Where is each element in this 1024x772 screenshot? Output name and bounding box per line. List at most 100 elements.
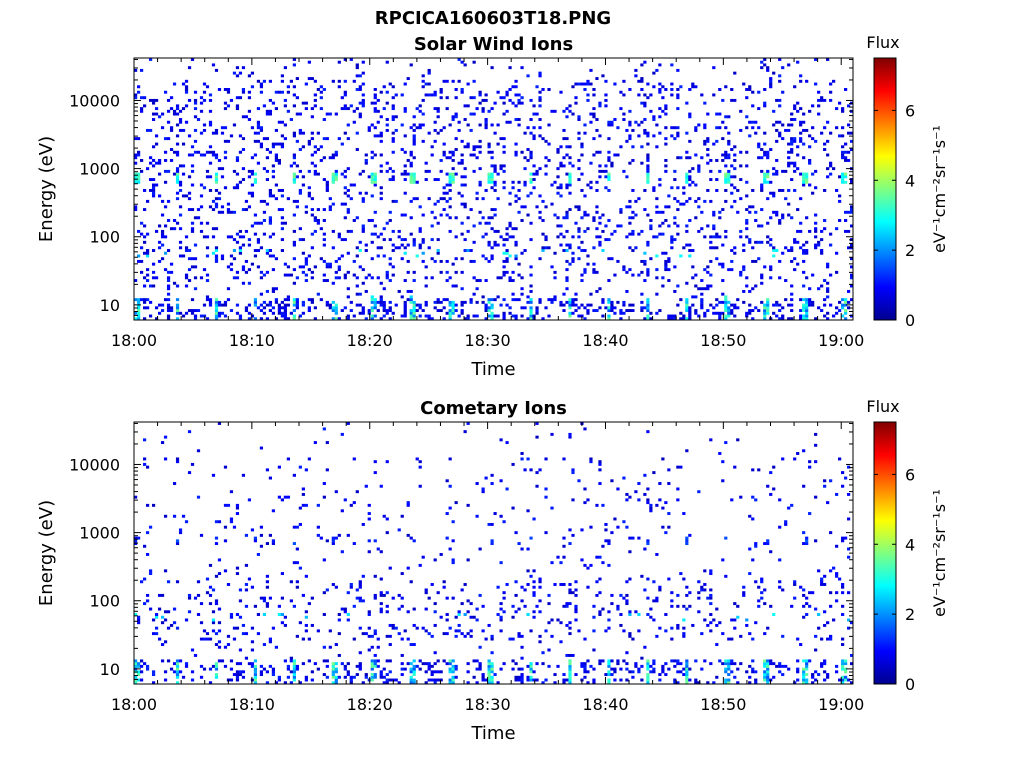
heatmap-cell — [142, 251, 147, 255]
heatmap-cell — [370, 180, 374, 184]
heatmap-cell — [304, 262, 308, 266]
heatmap-cell — [454, 270, 458, 274]
heatmap-cell — [646, 153, 650, 157]
heatmap-cell — [205, 298, 210, 302]
heatmap-cell — [535, 85, 539, 89]
heatmap-cell — [805, 300, 809, 304]
panel-title: Solar Wind Ions — [414, 34, 573, 55]
heatmap-cell — [313, 150, 317, 154]
heatmap-cell — [811, 673, 815, 677]
heatmap-cell — [202, 268, 207, 272]
heatmap-cell — [286, 303, 290, 307]
heatmap-cell — [697, 490, 701, 494]
heatmap-cell — [211, 153, 216, 157]
heatmap-cell — [808, 145, 812, 149]
heatmap-cell — [769, 659, 773, 663]
heatmap-cell — [283, 317, 287, 321]
heatmap-cell — [211, 618, 216, 622]
heatmap-cell — [391, 243, 395, 247]
heatmap-cell — [535, 172, 539, 176]
heatmap-cell — [235, 240, 240, 244]
heatmap-cell — [385, 460, 389, 464]
heatmap-cell — [454, 96, 458, 100]
heatmap-cell — [277, 208, 281, 212]
heatmap-cell — [727, 139, 731, 143]
heatmap-cell — [793, 107, 797, 111]
heatmap-cell — [373, 662, 377, 666]
heatmap-cell — [640, 161, 644, 165]
heatmap-cell — [466, 229, 470, 233]
heatmap-cell — [592, 246, 596, 250]
heatmap-cell — [736, 298, 740, 302]
heatmap-cell — [742, 243, 746, 247]
heatmap-cell — [409, 311, 413, 315]
heatmap-cell — [772, 662, 776, 666]
heatmap-cell — [298, 189, 302, 192]
heatmap-cell — [757, 468, 761, 472]
heatmap-cell — [238, 314, 243, 318]
heatmap-cell — [781, 251, 785, 255]
heatmap-cell — [652, 662, 656, 666]
heatmap-cell — [403, 107, 407, 111]
heatmap-cell — [145, 167, 150, 171]
heatmap-cell — [517, 118, 521, 121]
heatmap-cell — [565, 213, 569, 217]
heatmap-cell — [448, 309, 452, 313]
heatmap-cell — [778, 670, 782, 674]
heatmap-cell — [802, 243, 806, 247]
heatmap-cell — [613, 678, 617, 682]
heatmap-cell — [688, 309, 692, 313]
heatmap-cell — [259, 82, 264, 86]
heatmap-cell — [436, 670, 440, 674]
heatmap-cell — [430, 678, 434, 682]
heatmap-cell — [385, 276, 389, 280]
heatmap-cell — [151, 98, 156, 102]
heatmap-cell — [310, 208, 314, 212]
heatmap-cell — [166, 626, 171, 630]
heatmap-cell — [625, 139, 629, 143]
heatmap-cell — [724, 314, 728, 318]
heatmap-cell — [724, 156, 728, 160]
heatmap-cell — [343, 667, 347, 671]
heatmap-cell — [823, 479, 827, 483]
heatmap-cell — [772, 71, 776, 75]
heatmap-cell — [616, 607, 620, 611]
heatmap-cell — [532, 186, 536, 190]
heatmap-cell — [490, 311, 494, 315]
heatmap-cell — [646, 178, 650, 182]
heatmap-cell — [343, 273, 347, 277]
heatmap-cell — [361, 309, 365, 313]
heatmap-cell — [142, 457, 147, 461]
heatmap-cell — [376, 637, 380, 641]
heatmap-cell — [520, 667, 524, 671]
heatmap-cell — [256, 221, 261, 225]
heatmap-cell — [841, 662, 845, 666]
heatmap-cell — [772, 194, 776, 198]
heatmap-cell — [238, 588, 243, 592]
heatmap-cell — [700, 279, 704, 282]
heatmap-cell — [421, 240, 425, 244]
heatmap-cell — [796, 208, 800, 212]
heatmap-cell — [547, 621, 551, 625]
heatmap-cell — [850, 210, 854, 214]
figure-title: RPCICA160603T18.PNG — [375, 8, 611, 29]
heatmap-cell — [187, 66, 192, 70]
heatmap-cell — [283, 615, 287, 619]
heatmap-cell — [451, 311, 455, 315]
heatmap-cell — [775, 128, 779, 132]
heatmap-cell — [502, 610, 506, 614]
heatmap-cell — [364, 249, 368, 252]
heatmap-cell — [604, 539, 608, 543]
heatmap-cell — [268, 309, 273, 313]
heatmap-cell — [427, 678, 431, 682]
heatmap-cell — [589, 563, 593, 567]
heatmap-cell — [751, 468, 755, 472]
heatmap-cell — [703, 618, 707, 622]
heatmap-cell — [184, 120, 189, 124]
heatmap-cell — [757, 126, 761, 130]
heatmap-cell — [526, 583, 530, 586]
heatmap-cell — [316, 131, 320, 135]
heatmap-cell — [457, 120, 461, 124]
heatmap-cell — [358, 580, 362, 584]
heatmap-cell — [475, 145, 479, 149]
